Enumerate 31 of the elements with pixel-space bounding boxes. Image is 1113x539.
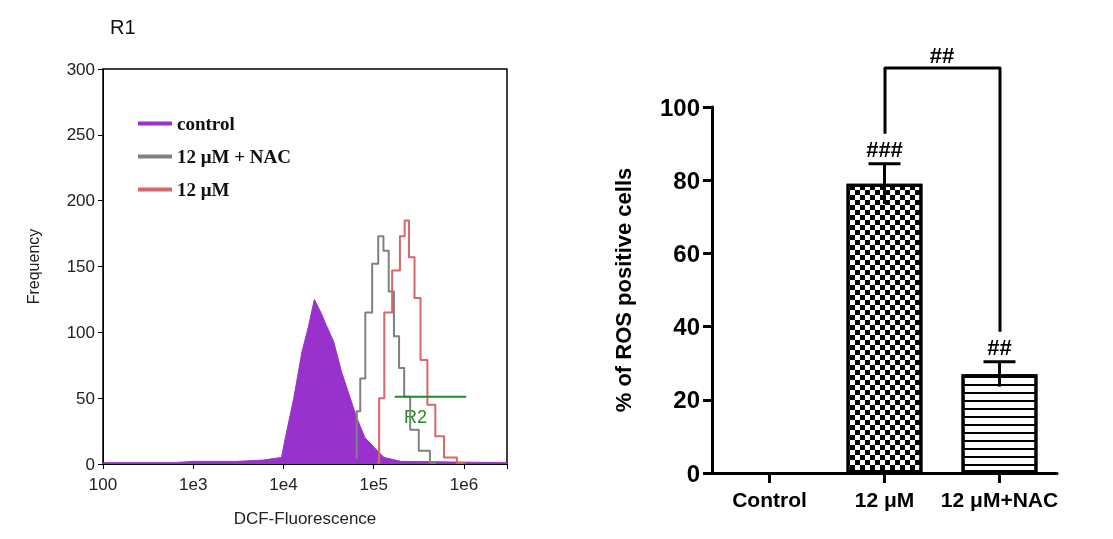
y-tick-label: 80 <box>673 166 700 194</box>
x-tick-label: 12 μM <box>854 488 915 511</box>
chart-title: R1 <box>110 16 136 38</box>
y-tick-label: 150 <box>66 257 95 276</box>
y-axis-title: Frequency <box>24 228 42 305</box>
y-tick-label: 60 <box>673 239 700 267</box>
text: ## <box>929 42 955 68</box>
y-tick-label: 40 <box>673 313 700 341</box>
x-tick-label: Control <box>732 488 807 511</box>
x-axis-title: DCF-Fluorescence <box>233 509 377 528</box>
x-tick-label: 1e4 <box>269 475 298 494</box>
y-tick-label: 0 <box>686 459 700 487</box>
annotation: ### <box>866 137 903 163</box>
x-tick-label: 100 <box>88 475 118 494</box>
y-tick-label: 100 <box>659 93 700 121</box>
legend-label: control <box>177 113 235 134</box>
y-tick-label: 20 <box>673 386 700 414</box>
y-axis-title: % of ROS positive cells <box>610 167 636 413</box>
x-tick-label: 1e3 <box>179 475 208 494</box>
y-tick-label: 250 <box>66 125 95 145</box>
legend-label: 12 μM <box>177 179 230 200</box>
y-tick-label: 300 <box>66 59 95 79</box>
x-tick-label: 1e5 <box>359 475 388 494</box>
y-tick-label: 0 <box>85 454 95 474</box>
y-tick-label: 50 <box>76 388 95 408</box>
y-tick-label: 100 <box>66 322 95 342</box>
y-tick-label: 200 <box>66 191 95 211</box>
x-tick-label: 1e6 <box>449 475 479 494</box>
legend-label: 12 μM + NAC <box>177 146 291 167</box>
x-tick-label: 12 μM+NAC <box>940 488 1059 511</box>
annotation: ## <box>987 335 1012 361</box>
